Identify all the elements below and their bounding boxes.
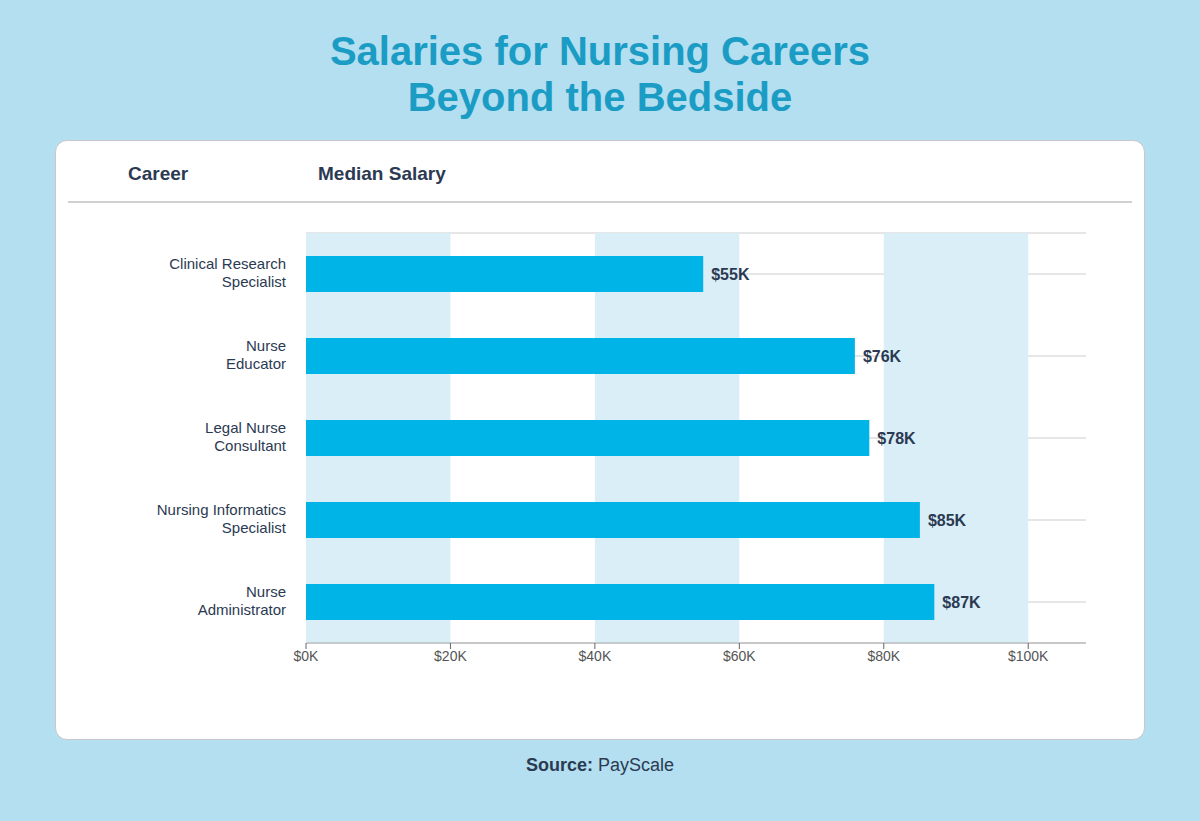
- svg-text:Nursing InformaticsSpecialist: Nursing InformaticsSpecialist: [157, 501, 287, 536]
- svg-text:$76K: $76K: [863, 348, 902, 365]
- html-text:Salaries for Nursing Careers: Salaries for Nursing Careers: [329, 29, 871, 73]
- svg-text:$85K: $85K: [928, 512, 967, 529]
- svg-text:NurseAdministrator: NurseAdministrator: [198, 583, 286, 618]
- html-text:Median Salary: Median Salary: [318, 163, 446, 184]
- svg-text:$87K: $87K: [942, 594, 981, 611]
- html-text:Career: Career: [128, 163, 189, 184]
- svg-text:$78K: $78K: [877, 430, 916, 447]
- svg-text:$80K: $80K: [867, 648, 900, 664]
- svg-text:$55K: $55K: [711, 266, 750, 283]
- svg-text:$100K: $100K: [1008, 648, 1049, 664]
- svg-text:NurseEducator: NurseEducator: [226, 337, 286, 372]
- svg-text:$0K: $0K: [294, 648, 320, 664]
- svg-text:$60K: $60K: [723, 648, 756, 664]
- html-text:Source: PayScale: Source: PayScale: [526, 755, 674, 775]
- svg-text:Clinical ResearchSpecialist: Clinical ResearchSpecialist: [169, 255, 287, 290]
- svg-text:$20K: $20K: [434, 648, 467, 664]
- svg-text:Legal NurseConsultant: Legal NurseConsultant: [205, 419, 287, 454]
- html-text:Beyond the Bedside: Beyond the Bedside: [407, 75, 793, 119]
- svg-text:$40K: $40K: [579, 648, 612, 664]
